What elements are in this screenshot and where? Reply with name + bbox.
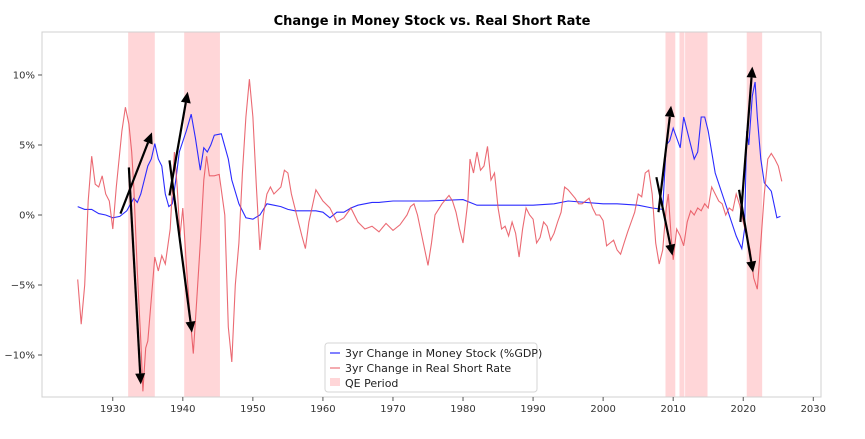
legend-label-real-rate: 3yr Change in Real Short Rate <box>345 362 511 375</box>
annotation-arrow <box>168 160 196 333</box>
chart-title: Change in Money Stock vs. Real Short Rat… <box>274 14 591 29</box>
x-tick-label: 1930 <box>100 404 125 415</box>
annotation-arrow <box>655 176 676 256</box>
arrow-head <box>180 91 191 104</box>
x-tick-label: 2030 <box>801 404 826 415</box>
qe-period-band <box>128 32 155 397</box>
y-axis: −10% −5% 0% 5% 10% <box>4 70 42 361</box>
legend-label-money-stock: 3yr Change in Money Stock (%GDP) <box>345 347 542 360</box>
annotation-arrow <box>737 189 757 273</box>
series-real-rate-line <box>77 79 783 392</box>
x-tick-label: 1990 <box>520 404 545 415</box>
x-tick-label: 2020 <box>731 404 756 415</box>
y-tick-label: −10% <box>4 350 35 361</box>
series-money-stock-line <box>77 81 781 251</box>
x-tick-label: 1940 <box>170 404 195 415</box>
annotation-arrow <box>127 167 146 385</box>
x-tick-label: 1960 <box>310 404 335 415</box>
series-lines <box>77 79 783 392</box>
y-tick-label: 10% <box>13 70 35 81</box>
arrow-head <box>143 132 153 145</box>
legend: 3yr Change in Money Stock (%GDP) 3yr Cha… <box>324 342 542 393</box>
qe-period-band <box>679 32 685 397</box>
arrow-head <box>665 243 676 256</box>
arrow-head <box>135 373 146 385</box>
x-tick-label: 1970 <box>380 404 405 415</box>
arrow-head <box>746 66 757 78</box>
y-tick-label: 0% <box>19 210 35 221</box>
x-tick-label: 2000 <box>590 404 615 415</box>
x-tick-label: 2010 <box>660 404 685 415</box>
y-tick-label: −5% <box>11 280 35 291</box>
annotation-arrows <box>119 66 757 385</box>
legend-label-qe: QE Period <box>345 377 398 390</box>
x-tick-label: 1950 <box>240 404 265 415</box>
arrow-head <box>185 321 196 333</box>
legend-box <box>324 342 538 393</box>
qe-period-band <box>665 32 676 397</box>
annotation-arrow <box>739 66 757 223</box>
legend-swatch-qe <box>330 378 340 386</box>
qe-period-band <box>685 32 708 397</box>
y-tick-label: 5% <box>19 140 35 151</box>
arrow-head <box>664 105 675 118</box>
x-axis: 1930 1940 1950 1960 1970 1980 1990 2000 2010 2020… <box>100 397 826 415</box>
qe-shading <box>128 32 763 397</box>
x-tick-label: 1980 <box>450 404 475 415</box>
arrow-head <box>746 260 757 273</box>
annotation-arrow <box>119 132 153 214</box>
